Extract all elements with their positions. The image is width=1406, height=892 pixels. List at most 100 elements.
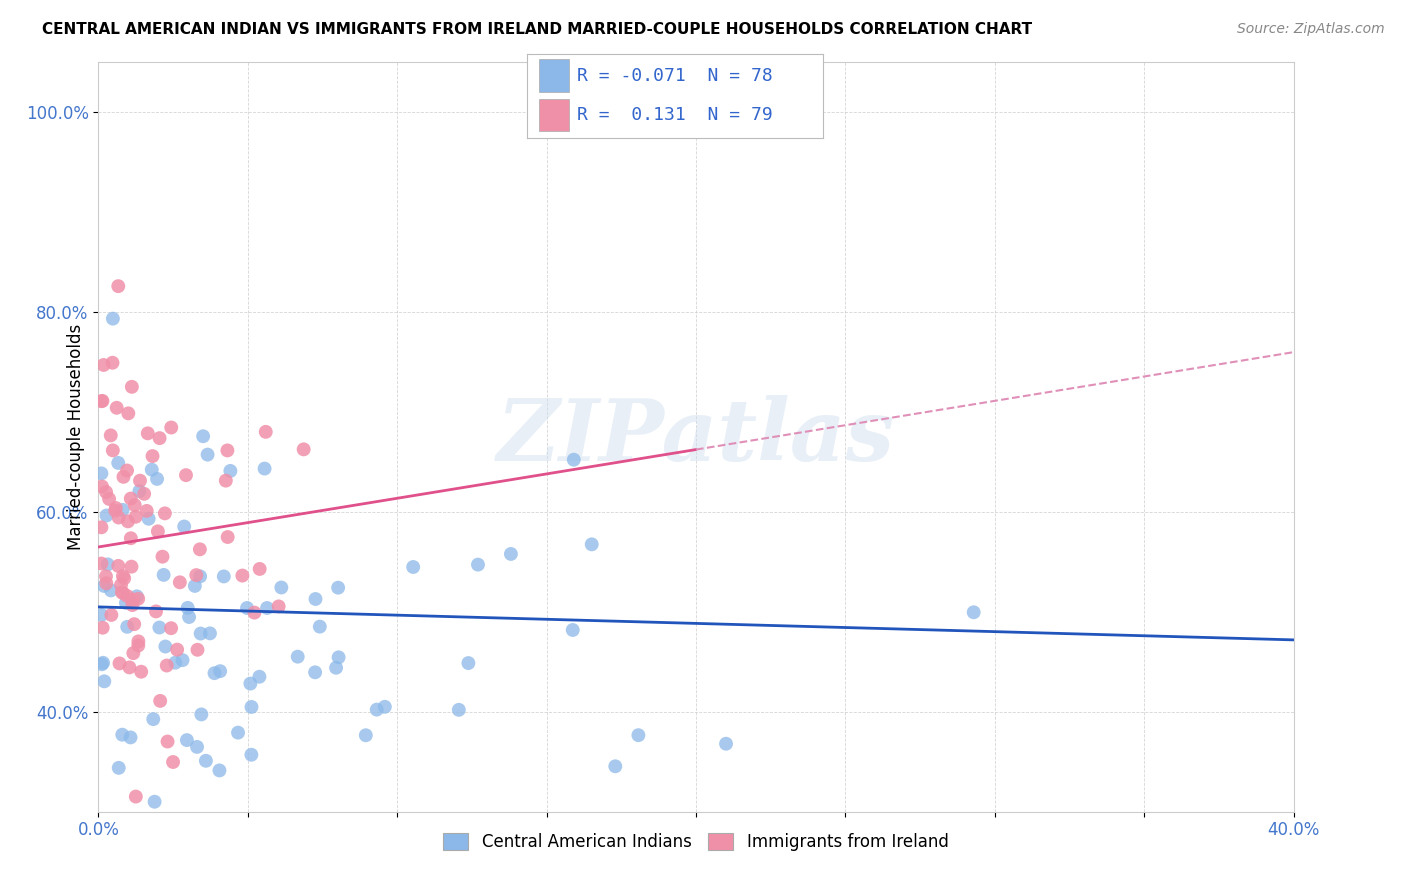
Point — [90, 657, 112, 672]
Point — [104, 501, 127, 516]
Text: ZIPatlas: ZIPatlas — [496, 395, 896, 479]
Point — [152, 568, 174, 582]
Point — [124, 498, 146, 512]
Point — [121, 380, 143, 394]
Point — [172, 653, 194, 667]
Point — [101, 443, 124, 458]
Point — [152, 549, 174, 564]
Point — [101, 356, 124, 370]
Point — [149, 694, 172, 708]
Point — [90, 557, 112, 571]
Point — [134, 487, 156, 501]
Point — [112, 571, 135, 585]
Point — [177, 600, 200, 615]
Point — [107, 279, 129, 293]
Point — [219, 464, 242, 478]
Point — [153, 507, 176, 521]
Point — [217, 443, 239, 458]
FancyBboxPatch shape — [538, 60, 568, 92]
Point — [243, 606, 266, 620]
Point — [91, 656, 114, 670]
Point — [93, 674, 115, 689]
Point — [125, 789, 148, 804]
Point — [156, 734, 179, 748]
Point — [127, 591, 149, 606]
Point — [190, 626, 212, 640]
Point — [194, 754, 217, 768]
Point — [112, 586, 135, 600]
Point — [125, 509, 148, 524]
Point — [605, 759, 627, 773]
Point — [120, 531, 142, 545]
Point — [93, 579, 115, 593]
Point — [177, 610, 200, 624]
Point — [236, 601, 259, 615]
Point — [186, 642, 208, 657]
Point — [155, 640, 177, 654]
Point — [145, 604, 167, 618]
Point — [198, 626, 221, 640]
Point — [98, 491, 121, 506]
Point — [499, 547, 522, 561]
Point — [160, 621, 183, 635]
Point — [191, 429, 214, 443]
Point — [121, 559, 143, 574]
Point — [107, 761, 129, 775]
Point — [188, 542, 211, 557]
Point — [240, 747, 263, 762]
Point — [107, 558, 129, 573]
Point — [146, 524, 169, 539]
FancyBboxPatch shape — [538, 99, 568, 131]
Point — [115, 596, 138, 610]
Point — [208, 764, 231, 778]
Point — [121, 592, 143, 607]
Text: R = -0.071  N = 78: R = -0.071 N = 78 — [578, 67, 773, 85]
Legend: Central American Indians, Immigrants from Ireland: Central American Indians, Immigrants fro… — [437, 826, 955, 857]
Point — [94, 569, 117, 583]
Point — [97, 558, 120, 572]
Point — [169, 575, 191, 590]
Point — [107, 456, 129, 470]
Point — [188, 569, 211, 583]
Point — [326, 581, 349, 595]
Point — [148, 620, 170, 634]
Point — [165, 656, 187, 670]
Point — [121, 598, 143, 612]
Point — [253, 461, 276, 475]
Point — [239, 676, 262, 690]
Point — [627, 728, 650, 742]
Point — [122, 617, 145, 632]
Point — [146, 472, 169, 486]
Point — [581, 537, 603, 551]
Point — [402, 560, 425, 574]
Point — [184, 579, 207, 593]
Point — [90, 520, 112, 534]
Point — [226, 725, 249, 739]
Point — [374, 699, 396, 714]
Point — [292, 442, 315, 457]
Point — [209, 664, 232, 678]
Point — [447, 703, 470, 717]
Point — [127, 639, 149, 653]
Point — [125, 590, 148, 604]
Point — [138, 512, 160, 526]
Point — [561, 623, 583, 637]
Point — [96, 508, 118, 523]
Point — [120, 731, 142, 745]
Point — [176, 733, 198, 747]
Point — [115, 620, 138, 634]
Point — [91, 479, 114, 493]
Point — [104, 504, 127, 518]
Point — [212, 569, 235, 583]
Point — [270, 581, 292, 595]
Point — [231, 568, 253, 582]
Point — [101, 311, 124, 326]
Point — [100, 583, 122, 598]
Point — [963, 605, 986, 619]
Point — [129, 474, 152, 488]
Point — [110, 578, 132, 592]
Point — [174, 468, 197, 483]
Point — [562, 452, 585, 467]
Point — [186, 568, 208, 582]
Point — [156, 658, 179, 673]
